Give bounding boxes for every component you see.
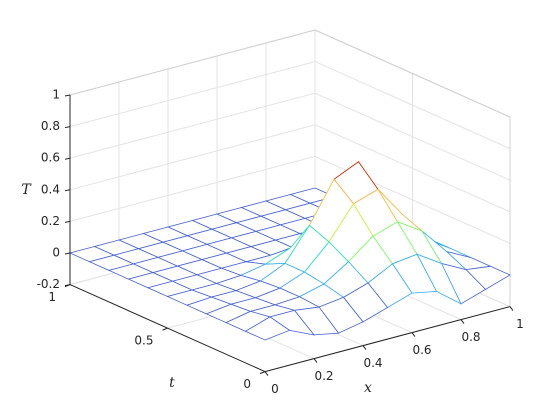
- y-tick-label: 0: [243, 377, 251, 391]
- tick-mark: [64, 94, 71, 97]
- z-tick-label: 0.4: [41, 182, 60, 196]
- x-axis-label: x: [364, 380, 372, 396]
- x-tick-label: 0.2: [314, 369, 333, 383]
- y-tick-label: 0.5: [134, 334, 153, 348]
- z-tick-label: 0.6: [41, 151, 60, 165]
- tick-mark: [64, 189, 71, 192]
- x-tick-label: 1: [516, 317, 524, 331]
- tick-mark: [64, 284, 71, 287]
- z-tick-label: 1: [52, 88, 60, 102]
- y-axis-label: t: [169, 375, 175, 391]
- x-tick-label: 0.6: [412, 343, 431, 357]
- tick-mark: [509, 306, 514, 311]
- tick-mark: [64, 220, 71, 223]
- box-edge: [314, 29, 511, 118]
- grid-line: [314, 61, 511, 150]
- tick-mark: [460, 319, 465, 324]
- grid-line: [69, 61, 316, 128]
- grid-line: [314, 124, 511, 213]
- tick-mark: [64, 157, 71, 160]
- grid-line: [69, 155, 316, 222]
- x-tick-label: 0: [271, 382, 279, 396]
- z-tick-label: 0: [52, 246, 60, 260]
- box-edge: [69, 29, 316, 96]
- grid-line: [69, 92, 316, 159]
- tick-mark: [411, 332, 416, 337]
- tick-mark: [64, 126, 71, 129]
- tick-mark: [264, 371, 269, 376]
- grid-line: [314, 92, 511, 181]
- x-tick-label: 0.4: [363, 356, 382, 370]
- y-tick-label: 1: [48, 290, 56, 304]
- x-axis: [264, 306, 511, 373]
- z-tick-label: 0.2: [41, 214, 60, 228]
- grid-line: [69, 124, 316, 191]
- z-tick-label: -0.2: [37, 277, 60, 291]
- tick-mark: [362, 345, 367, 350]
- x-tick-label: 0.8: [461, 330, 480, 344]
- mesh-cell: [244, 316, 291, 341]
- tick-mark: [259, 371, 266, 375]
- tick-mark: [313, 358, 318, 363]
- tick-mark: [162, 327, 168, 331]
- tick-mark: [64, 252, 71, 255]
- z-axis-label: T: [21, 182, 32, 198]
- z-tick-label: 0.8: [41, 119, 60, 133]
